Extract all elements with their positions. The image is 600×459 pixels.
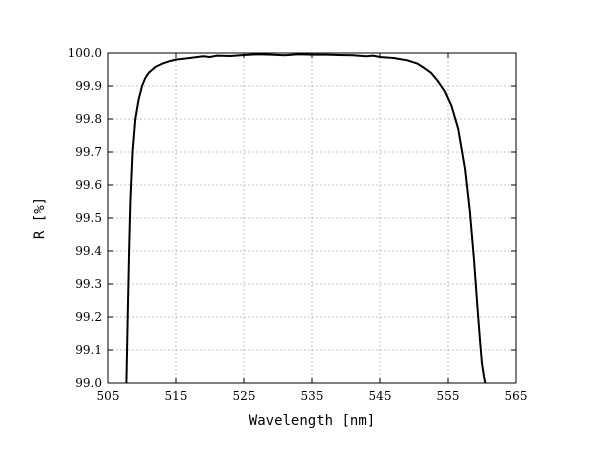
x-tick-label: 515	[165, 389, 188, 403]
y-axis-title: R [%]	[32, 197, 48, 239]
y-tick-label: 99.5	[75, 211, 102, 225]
y-tick-label: 99.9	[75, 79, 102, 93]
y-tick-label: 99.0	[75, 376, 102, 390]
y-tick-label: 99.7	[75, 145, 102, 159]
x-tick-label: 565	[505, 389, 528, 403]
tick-labels-layer: 505 515 525 535 545 555 565 99.0 99.1 99.2 99.3 99.…	[68, 46, 528, 403]
y-tick-label: 99.3	[75, 277, 102, 291]
y-tick-label: 99.4	[75, 244, 102, 258]
x-tick-label: 545	[369, 389, 392, 403]
x-tick-label: 505	[97, 389, 120, 403]
y-tick-label: 99.2	[75, 310, 102, 324]
y-tick-label: 99.1	[75, 343, 102, 357]
plot-frame	[107, 52, 517, 384]
x-tick-label: 535	[301, 389, 324, 403]
x-tick-label: 555	[437, 389, 460, 403]
series-line-reflectance	[125, 53, 487, 384]
grid-layer	[108, 53, 516, 383]
x-tick-label: 525	[233, 389, 256, 403]
y-tick-label: 99.8	[75, 112, 102, 126]
y-tick-label: 99.6	[75, 178, 102, 192]
x-axis-title: Wavelength [nm]	[249, 413, 375, 429]
y-tick-label: 100.0	[68, 46, 102, 60]
